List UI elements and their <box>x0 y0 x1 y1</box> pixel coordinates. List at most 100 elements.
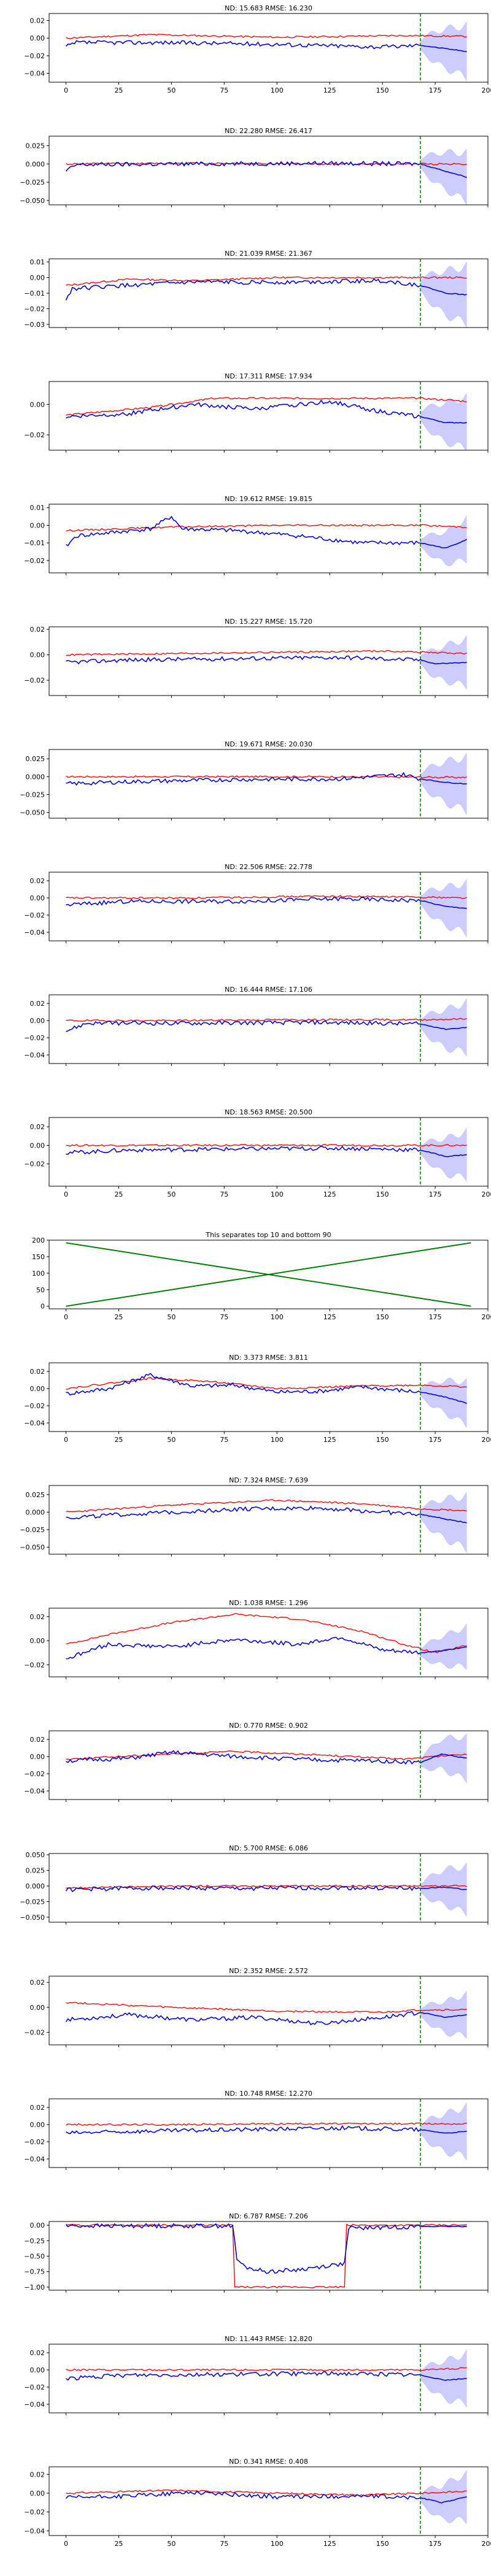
axes-frame <box>48 994 489 1064</box>
y-tick-label: −0.04 <box>24 1051 45 1059</box>
target-series-line <box>66 2223 467 2289</box>
subplot-title: ND: 22.280 RMSE: 26.417 <box>225 127 312 135</box>
axes-frame <box>48 258 489 328</box>
y-tick-label: −0.02 <box>24 677 45 684</box>
y-tick-label: −0.75 <box>24 2268 45 2276</box>
prediction-series-line <box>66 1505 467 1524</box>
y-tick-label: 0.00 <box>30 1637 45 1645</box>
axes-frame <box>48 381 489 451</box>
axes-frame <box>48 1117 489 1187</box>
axes-frame <box>48 1730 489 1800</box>
prediction-interval-band <box>420 1733 467 1784</box>
subplot-title: ND: 11.443 RMSE: 12.820 <box>225 2335 312 2343</box>
prediction-series-line <box>66 1145 467 1157</box>
plot-area <box>66 1608 467 1677</box>
axes-frame <box>48 13 489 83</box>
prediction-series-line <box>66 2371 467 2381</box>
x-tick-label: 150 <box>376 1436 389 1444</box>
subplot-7: ND: 22.506 RMSE: 22.778 0.02 0.00 −0.02 −0.0… <box>24 863 489 943</box>
x-tick-label: 50 <box>167 1313 176 1321</box>
subplot-title: ND: 15.683 RMSE: 16.230 <box>225 4 312 12</box>
x-tick-label: 25 <box>114 1190 123 1198</box>
y-tick-label: 0.000 <box>26 1508 45 1516</box>
plot-area <box>66 381 467 450</box>
prediction-series-line <box>66 2223 467 2274</box>
plot-area <box>66 2099 467 2168</box>
prediction-interval-band <box>420 1378 467 1428</box>
y-tick-label: −0.02 <box>24 52 45 60</box>
x-tick-label: 175 <box>429 1313 442 1321</box>
subplot-8: ND: 16.444 RMSE: 17.106 0.02 0.00 −0.02 −0.0… <box>24 986 489 1066</box>
x-tick-label: 125 <box>323 2540 336 2548</box>
y-tick-label: 0.02 <box>30 1123 45 1131</box>
plot-area <box>65 136 467 205</box>
subplot-5: ND: 15.227 RMSE: 15.720 0.02 0.00 −0.02 <box>24 618 489 698</box>
y-tick-label: 0.00 <box>30 2366 45 2374</box>
y-tick-label: −0.050 <box>20 1914 45 1922</box>
y-tick-label: 0.000 <box>26 773 45 781</box>
y-tick-label: 0.00 <box>30 2221 45 2229</box>
subplot-12: ND: 7.324 RMSE: 7.639 0.025 0.000 −0.025 −0.… <box>20 1476 489 1557</box>
prediction-interval-band <box>420 752 467 816</box>
axes-frame <box>48 504 489 573</box>
subplot-title: This separates top 10 and bottom 90 <box>205 1231 331 1239</box>
plot-area <box>66 2221 467 2290</box>
y-tick-label: 0.01 <box>30 504 45 512</box>
prediction-series-line <box>65 40 467 52</box>
y-tick-label: 0.02 <box>30 1979 45 1987</box>
y-tick-label: −0.025 <box>20 1526 45 1534</box>
x-tick-label: 0 <box>64 1436 68 1444</box>
separator-line-1 <box>66 1242 471 1307</box>
plot-area <box>66 1485 467 1554</box>
y-tick-label: 0.02 <box>30 2104 45 2112</box>
y-tick-label: −0.50 <box>24 2253 45 2261</box>
prediction-series-line <box>66 1373 467 1404</box>
target-series-line <box>66 1499 467 1512</box>
subplot-title: ND: 3.373 RMSE: 3.811 <box>229 1354 308 1362</box>
target-series-line <box>66 397 467 416</box>
axes-frame <box>48 1362 489 1432</box>
x-tick-label: 125 <box>323 1436 336 1444</box>
y-tick-label: −0.04 <box>24 2527 45 2535</box>
prediction-interval-band <box>420 515 467 567</box>
prediction-interval-band <box>420 1127 467 1183</box>
subplot-title: ND: 16.444 RMSE: 17.106 <box>225 986 312 994</box>
axes-frame <box>48 626 489 696</box>
prediction-series-line <box>66 655 467 665</box>
y-tick-label: 0.00 <box>30 894 45 902</box>
prediction-series-line <box>66 1636 467 1660</box>
y-tick-label: −0.02 <box>24 2509 45 2517</box>
prediction-series-line <box>65 1885 467 1893</box>
y-tick-label: −0.04 <box>24 1787 45 1795</box>
y-tick-label: −0.02 <box>24 1402 45 1410</box>
target-series-line <box>66 2001 467 2014</box>
y-tick-label: 0.025 <box>26 1491 45 1499</box>
x-tick-label: 100 <box>271 2540 284 2548</box>
y-tick-label: 0.025 <box>26 1866 45 1874</box>
prediction-interval-band <box>420 148 467 205</box>
plot-area <box>65 13 467 82</box>
y-tick-label: 50 <box>36 1286 45 1294</box>
subplot-1: ND: 22.280 RMSE: 26.417 0.025 0.000 −0.025 −… <box>20 127 489 207</box>
subplot-title: ND: 15.227 RMSE: 15.720 <box>225 618 312 626</box>
subplot-20: ND: 0.341 RMSE: 0.408 0.02 0.00 −0.02 −0.04 0… <box>24 2458 491 2548</box>
subplot-13: ND: 1.038 RMSE: 1.296 0.02 0.00 −0.02 <box>24 1599 489 1679</box>
target-series-line <box>66 1884 467 1889</box>
prediction-interval-band <box>420 2102 467 2161</box>
x-tick-label: 0 <box>64 1313 68 1321</box>
subplot-title: ND: 0.770 RMSE: 0.902 <box>229 1722 308 1730</box>
y-tick-label: 0.000 <box>26 160 45 168</box>
axes-frame <box>48 749 489 819</box>
target-series-line <box>66 276 467 286</box>
plot-area <box>65 259 467 328</box>
subplot-11: ND: 3.373 RMSE: 3.811 0.02 0.00 −0.02 −0.04 0… <box>24 1354 491 1444</box>
y-tick-label: −0.04 <box>24 2401 45 2409</box>
y-tick-label: 0.02 <box>30 2471 45 2478</box>
prediction-series-line <box>66 896 467 909</box>
y-tick-label: 0.00 <box>30 2121 45 2129</box>
plot-area <box>66 1731 467 1800</box>
y-tick-label: −0.01 <box>24 539 45 547</box>
prediction-interval-band <box>420 1862 467 1917</box>
axes-frame <box>48 2098 489 2168</box>
